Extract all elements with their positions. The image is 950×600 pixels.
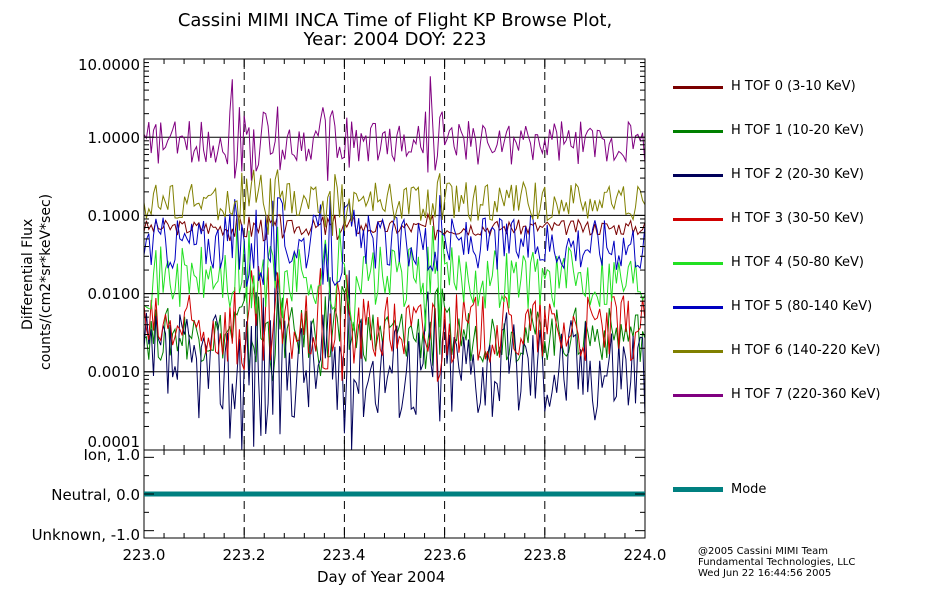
legend-label: H TOF 2 (20-30 KeV) <box>731 167 864 182</box>
legend-swatch <box>673 218 723 221</box>
legend-swatch <box>673 262 723 265</box>
series-line-4 <box>143 222 646 332</box>
legend-label: H TOF 0 (3-10 KeV) <box>731 79 856 94</box>
series-line-7 <box>143 76 646 181</box>
credit-line2: Fundamental Technologies, LLC <box>698 557 856 568</box>
legend-label: H TOF 4 (50-80 KeV) <box>731 255 864 270</box>
legend-swatch <box>673 487 723 492</box>
series-line-3 <box>143 266 646 382</box>
y-tick-label: 0.0100 <box>87 285 141 303</box>
x-tick-label: 223.6 <box>423 546 467 564</box>
legend-label: H TOF 1 (10-20 KeV) <box>731 123 864 138</box>
x-tick-label: 223.4 <box>322 546 366 564</box>
mode-tick-label: Ion, 1.0 <box>83 446 141 464</box>
credit-line3: Wed Jun 22 16:44:56 2005 <box>698 568 832 579</box>
mode-tick-label: Unknown, -1.0 <box>31 526 140 544</box>
legend-swatch <box>673 130 723 133</box>
legend-swatch <box>673 394 723 397</box>
series-line-5 <box>143 195 646 287</box>
legend-swatch <box>673 306 723 309</box>
credit-line1: @2005 Cassini MIMI Team <box>698 546 828 557</box>
series-line-6 <box>143 169 646 236</box>
legend-label: H TOF 7 (220-360 KeV) <box>731 387 881 402</box>
y-tick-label: 0.1000 <box>87 207 141 225</box>
mode-tick-label: Neutral, 0.0 <box>51 486 140 504</box>
legend-swatch <box>673 174 723 177</box>
legend-label: Mode <box>731 482 767 497</box>
legend-label: H TOF 5 (80-140 KeV) <box>731 299 873 314</box>
series-line-2 <box>143 267 646 451</box>
x-tick-label: 224.0 <box>623 546 667 564</box>
legend-swatch <box>673 86 723 89</box>
legend-label: H TOF 3 (30-50 KeV) <box>731 211 864 226</box>
legend-label: H TOF 6 (140-220 KeV) <box>731 343 881 358</box>
y-axis-label-line1: Differential Flux <box>20 218 36 330</box>
x-tick-label: 223.0 <box>122 546 166 564</box>
y-tick-label: 0.0010 <box>87 363 141 381</box>
chart-title-line2: Year: 2004 DOY: 223 <box>303 29 487 50</box>
legend-swatch <box>673 350 723 353</box>
y-tick-label: 10.0000 <box>77 56 140 74</box>
y-tick-label: 1.0000 <box>87 129 141 147</box>
x-axis-label: Day of Year 2004 <box>317 568 446 586</box>
y-tick-label: 0.0001 <box>87 433 141 451</box>
chart-title-line1: Cassini MIMI INCA Time of Flight KP Brow… <box>177 10 613 31</box>
x-tick-label: 223.8 <box>523 546 567 564</box>
series-line-0 <box>143 212 646 242</box>
x-tick-label: 223.2 <box>222 546 266 564</box>
